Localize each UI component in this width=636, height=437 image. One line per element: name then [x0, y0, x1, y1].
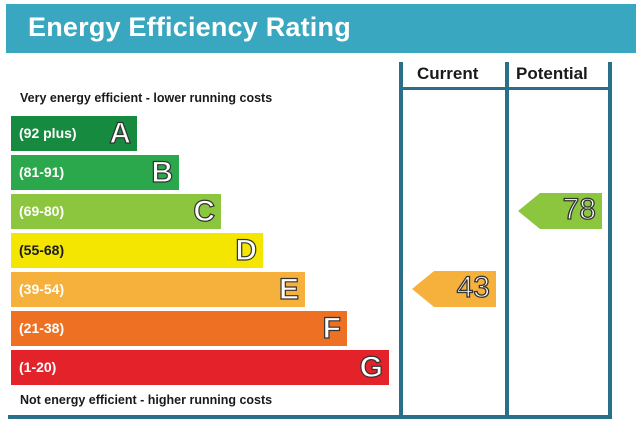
current-column-header: Current — [417, 64, 479, 83]
potential-column-right-rule — [608, 62, 612, 418]
potential-rating-value: 78 — [562, 193, 597, 227]
band-e: (39-54) E — [11, 272, 305, 307]
band-b: (81-91) B — [11, 155, 179, 190]
efficient-note: Very energy efficient - lower running co… — [20, 91, 273, 105]
band-letter-label: D — [235, 233, 258, 267]
potential-column-left-rule — [505, 62, 509, 418]
band-range-label: (92 plus) — [19, 125, 77, 141]
potential-rating-arrow: 78 — [518, 193, 602, 229]
chart-title: Energy Efficiency Rating — [28, 12, 351, 42]
band-range-label: (39-54) — [19, 281, 65, 297]
band-a: (92 plus) A — [11, 116, 137, 151]
header-rule — [399, 87, 612, 90]
band-f: (21-38) F — [11, 311, 347, 346]
band-range-label: (21-38) — [19, 320, 65, 336]
band-letter-label: C — [193, 194, 216, 228]
band-range-label: (81-91) — [19, 164, 65, 180]
band-g: (1-20) G — [11, 350, 389, 385]
band-range-label: (1-20) — [19, 359, 57, 375]
band-range-label: (69-80) — [19, 203, 65, 219]
inefficient-note: Not energy efficient - higher running co… — [20, 393, 273, 407]
band-range-label: (55-68) — [19, 242, 65, 258]
current-column-left-rule — [399, 62, 403, 418]
potential-column-header: Potential — [516, 64, 588, 83]
band-c: (69-80) C — [11, 194, 221, 229]
title-bar: Energy Efficiency Rating — [6, 4, 636, 53]
band-d: (55-68) D — [11, 233, 263, 268]
band-letter-label: E — [278, 272, 299, 306]
band-letter-label: B — [151, 155, 174, 189]
frame-bottom-rule — [8, 415, 612, 418]
band-letter-label: F — [322, 311, 342, 345]
current-rating-value: 43 — [456, 271, 491, 305]
band-letter-label: A — [109, 116, 132, 150]
band-letter-label: G — [359, 350, 384, 384]
